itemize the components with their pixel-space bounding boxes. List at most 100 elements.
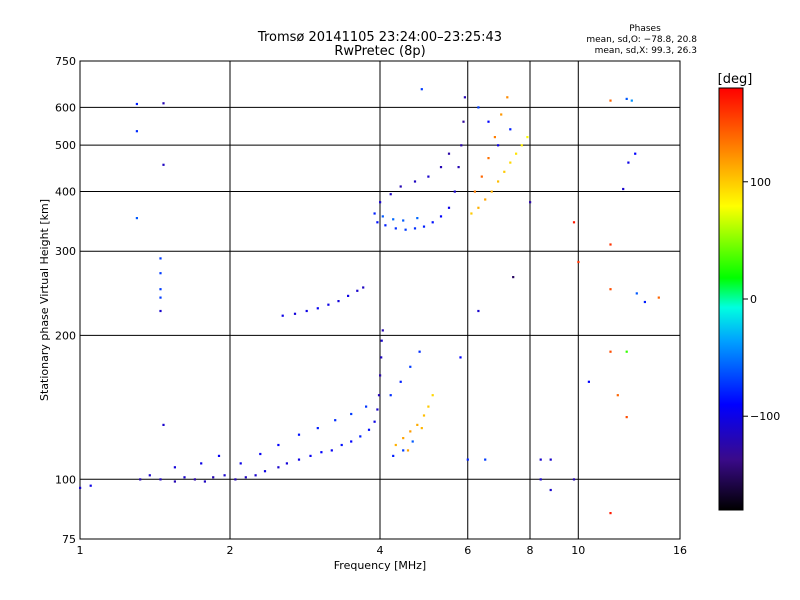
data-point	[159, 288, 162, 291]
data-point	[347, 294, 350, 297]
data-point	[244, 476, 247, 479]
x-tick-label: 8	[527, 544, 534, 557]
data-point	[420, 427, 423, 430]
data-point	[427, 405, 430, 408]
data-point	[330, 449, 333, 452]
data-point	[459, 356, 462, 359]
data-point	[89, 484, 92, 487]
data-point	[506, 96, 509, 99]
data-point	[384, 224, 387, 227]
data-point	[466, 458, 469, 461]
data-point	[404, 228, 407, 231]
data-point	[193, 478, 196, 481]
data-point	[135, 217, 138, 220]
data-point	[379, 201, 382, 204]
data-point	[285, 462, 288, 465]
data-point	[259, 452, 262, 456]
data-point	[200, 462, 203, 465]
data-point	[416, 217, 419, 220]
data-point	[609, 243, 612, 246]
data-point	[622, 187, 625, 191]
data-point	[356, 289, 359, 292]
data-point	[657, 296, 660, 299]
colorbar-tick-label: 100	[750, 176, 771, 189]
data-point	[463, 96, 466, 99]
data-point	[327, 303, 330, 306]
y-tick-label: 750	[55, 55, 76, 68]
data-point	[380, 339, 383, 342]
data-point	[373, 420, 376, 423]
data-point	[212, 476, 215, 479]
data-point	[162, 163, 165, 166]
data-point	[377, 394, 381, 397]
data-point	[490, 190, 493, 193]
data-point	[406, 449, 410, 452]
data-point	[431, 221, 434, 224]
data-point	[394, 443, 397, 447]
data-point	[477, 309, 480, 313]
data-point	[477, 206, 480, 209]
data-point	[297, 433, 301, 436]
y-tick-label: 400	[55, 185, 76, 198]
data-point	[609, 288, 612, 291]
data-point	[223, 474, 226, 477]
data-point	[392, 454, 395, 457]
data-point	[139, 478, 142, 481]
data-point	[381, 215, 384, 218]
data-point	[616, 394, 619, 397]
data-point	[439, 166, 443, 169]
data-point	[135, 102, 138, 106]
data-point	[484, 198, 487, 201]
chart-subtitle: RwPretec (8p)	[334, 44, 425, 59]
data-point	[239, 462, 242, 465]
data-point	[539, 478, 542, 481]
data-point	[460, 144, 463, 147]
data-point	[500, 113, 503, 116]
data-point	[480, 175, 483, 178]
y-tick-label: 75	[62, 533, 76, 546]
data-point	[418, 350, 421, 353]
data-point	[439, 215, 443, 218]
data-point	[380, 356, 383, 359]
x-tick-label: 4	[377, 544, 384, 557]
data-point	[512, 276, 515, 279]
data-point	[416, 423, 419, 426]
data-point	[173, 466, 176, 469]
data-point	[409, 365, 412, 368]
data-point	[389, 193, 392, 196]
data-point	[297, 458, 301, 461]
data-point	[159, 272, 162, 275]
data-point	[549, 488, 552, 492]
y-axis: 75 100 200 300 400 500 600 750	[55, 55, 76, 546]
y-tick-label: 300	[55, 245, 76, 258]
colorbar-ticks: 100 0 −100	[743, 176, 780, 423]
colorbar	[718, 87, 744, 511]
data-point	[447, 206, 451, 209]
data-point	[577, 260, 580, 264]
data-point	[277, 443, 280, 447]
y-tick-label: 200	[55, 329, 76, 342]
data-point	[497, 144, 500, 147]
data-point	[497, 180, 500, 183]
data-point	[509, 128, 512, 131]
data-point	[376, 408, 379, 411]
stats-line-o: mean, sd,O: −78.8, 20.8	[586, 35, 697, 45]
data-point	[316, 427, 319, 430]
y-tick-label: 600	[55, 101, 76, 114]
x-axis-label: Frequency [MHz]	[334, 559, 426, 572]
data-point	[493, 136, 496, 139]
data-point	[487, 157, 490, 160]
data-point	[402, 219, 405, 222]
data-point	[162, 423, 165, 426]
x-tick-label: 1	[77, 544, 84, 557]
data-point	[572, 221, 576, 224]
data-point	[159, 296, 162, 299]
x-tick-label: 6	[464, 544, 471, 557]
data-point	[254, 474, 257, 477]
y-tick-label: 100	[55, 473, 76, 486]
stats-header: Phases	[629, 24, 661, 34]
data-point	[487, 120, 490, 123]
data-point	[420, 88, 423, 91]
data-point	[316, 307, 319, 310]
